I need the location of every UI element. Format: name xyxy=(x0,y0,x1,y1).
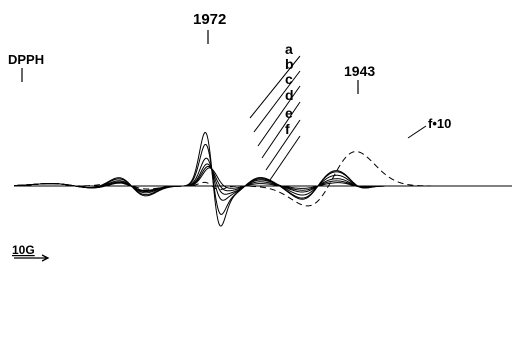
series-label-b-group: b xyxy=(253,56,301,133)
dpph-label: DPPH xyxy=(8,52,44,67)
series-label-a-group: a xyxy=(249,41,301,119)
series-label-b: b xyxy=(285,56,294,72)
spectrum-curves xyxy=(13,131,512,227)
leader-a xyxy=(249,55,301,119)
curve-f10 xyxy=(14,151,512,207)
series-label-c-group: c xyxy=(257,71,301,147)
series-label-d-group: d xyxy=(261,87,301,159)
series-label-f-group: f xyxy=(269,121,301,181)
series-label-d: d xyxy=(285,87,294,103)
series-label-f10-group: f•10 xyxy=(407,116,451,139)
series-label-f: f xyxy=(285,121,290,137)
leader-b xyxy=(253,70,301,133)
leader-e xyxy=(265,119,301,171)
series-label-e-group: e xyxy=(265,105,301,171)
leader-f10 xyxy=(407,125,427,139)
series-label-e: e xyxy=(285,105,293,121)
leader-f xyxy=(269,135,301,181)
curve-c xyxy=(13,157,512,201)
series-label-a: a xyxy=(285,41,293,57)
series-label-c: c xyxy=(285,71,293,87)
g1972-label: 1972 xyxy=(193,11,226,28)
g1943-label: 1943 xyxy=(344,63,375,79)
scale-bar-arrow xyxy=(14,254,50,262)
series-label-f10: f•10 xyxy=(428,116,451,131)
scale-bar-label: 10G xyxy=(12,243,35,257)
leader-d xyxy=(261,101,301,159)
leader-c xyxy=(257,85,301,147)
